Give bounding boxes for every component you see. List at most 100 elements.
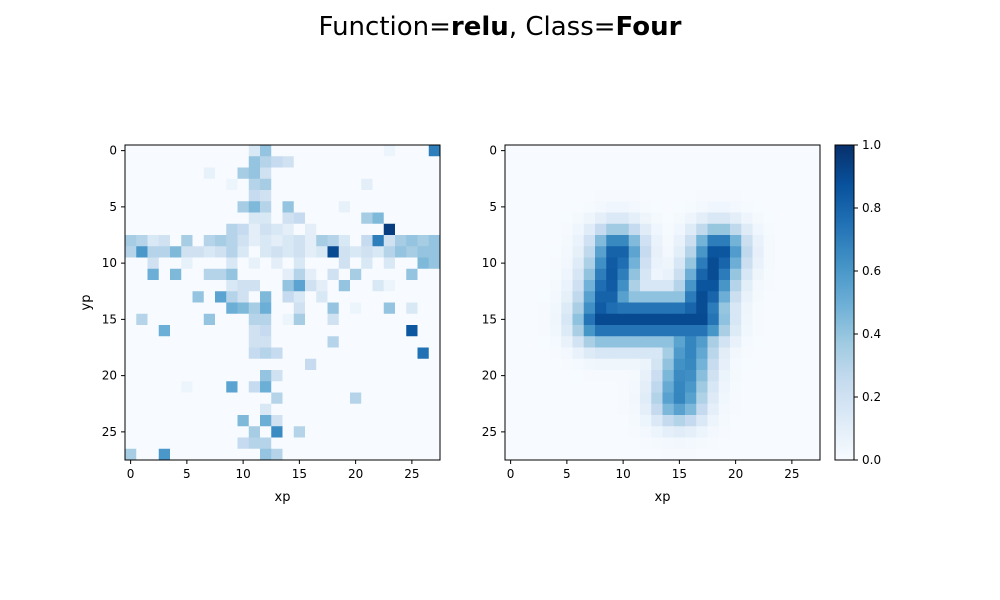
heatmap-right-cell (718, 325, 731, 337)
heatmap-right-cell (718, 302, 731, 315)
heatmap-right-cell (561, 280, 573, 292)
heatmap-right-cell (752, 291, 765, 303)
heatmap-left-cell (350, 347, 362, 360)
heatmap-left-cell (226, 156, 238, 168)
heatmap-left-cell (192, 223, 205, 236)
heatmap-right-ytick-label: 0 (489, 144, 497, 158)
heatmap-right-cell (595, 212, 607, 225)
heatmap-left-cell (338, 336, 351, 348)
heatmap-left-cell (316, 145, 328, 157)
heatmap-right-cell (673, 313, 686, 326)
heatmap-left-cell (372, 167, 385, 180)
heatmap-right-cell (595, 313, 607, 326)
heatmap-left-cells (125, 145, 441, 461)
heatmap-left-cell (350, 223, 362, 236)
heatmap-right-cell (550, 370, 562, 382)
heatmap-right-cell (572, 246, 585, 258)
heatmap-right-cell (673, 223, 686, 236)
heatmap-right-cell (628, 358, 641, 371)
heatmap-right-cell (662, 381, 675, 393)
heatmap-left-cell (170, 246, 182, 258)
heatmap-right-cell (662, 145, 675, 157)
heatmap-right-cell (752, 223, 765, 236)
heatmap-right-cell (662, 415, 675, 427)
heatmap-right-cell (673, 268, 686, 281)
heatmap-left-cell (181, 381, 193, 393)
heatmap-left-cell (361, 336, 373, 348)
heatmap-left-xtick-label: 0 (127, 467, 135, 481)
heatmap-left-cell (237, 358, 250, 371)
heatmap-left-cell (395, 370, 407, 382)
heatmap-left-cell (170, 403, 182, 416)
heatmap-right-cell (730, 235, 742, 247)
heatmap-left-cell (260, 403, 272, 416)
heatmap-left-cell (181, 280, 193, 292)
heatmap-left-cell (406, 381, 418, 393)
heatmap-left-cell (136, 291, 148, 303)
heatmap-left-cell (305, 145, 317, 157)
heatmap-right-cell (583, 246, 596, 258)
heatmap-right-cell (786, 415, 798, 427)
heatmap-right-cell (741, 403, 753, 416)
heatmap-right-cell (595, 201, 607, 213)
heatmap-right-cell (640, 325, 652, 337)
heatmap-right-cell (775, 437, 787, 450)
heatmap-right-cell (685, 291, 697, 303)
heatmap-left-cell (417, 201, 430, 213)
heatmap-right-cell (516, 370, 528, 382)
heatmap-left-cell (350, 145, 362, 157)
heatmap-left-cell (226, 145, 238, 157)
heatmap-left-cell (293, 235, 306, 247)
heatmap-left-cell (181, 313, 193, 326)
heatmap-left-cell (271, 415, 283, 427)
heatmap-right-cell (516, 156, 528, 168)
heatmap-left-cell (406, 212, 418, 225)
heatmap-left-cell (192, 325, 205, 337)
heatmap-right-cell (662, 280, 675, 292)
heatmap-right-cell (808, 302, 821, 315)
heatmap-left-cell (428, 167, 441, 180)
heatmap-left-cell (327, 313, 340, 326)
heatmap-right-cell (516, 201, 528, 213)
heatmap-right-cell (775, 257, 787, 270)
heatmap-right-cell (572, 358, 585, 371)
heatmap-left-cell (125, 291, 137, 303)
heatmap-right-cell (673, 257, 686, 270)
heatmap-left-cell (170, 167, 182, 180)
heatmap-right-cell (685, 156, 697, 168)
heatmap-right-cell (685, 246, 697, 258)
heatmap-right-cell (775, 223, 787, 236)
heatmap-right-cell (527, 313, 540, 326)
heatmap-right-cell (752, 358, 765, 371)
heatmap-left-cell (383, 415, 396, 427)
heatmap-right-cell (561, 325, 573, 337)
heatmap-left-cell (338, 235, 351, 247)
heatmap-left-cell (147, 358, 160, 371)
heatmap-left-cell (271, 235, 283, 247)
heatmap-right-cell (696, 358, 708, 371)
heatmap-right-cell (741, 167, 753, 180)
heatmap-left-cell (226, 381, 238, 393)
heatmap-left-cell (158, 257, 171, 270)
heatmap-left-cell (316, 291, 328, 303)
heatmap-right-cell (606, 201, 618, 213)
heatmap-left-cell (361, 280, 373, 292)
heatmap-right-cell (606, 415, 618, 427)
heatmap-right-cell (707, 156, 720, 168)
heatmap-right-cell (752, 392, 765, 405)
heatmap-right-cell (606, 325, 618, 337)
heatmap-right-cell (640, 336, 652, 348)
heatmap-right-cell (752, 381, 765, 393)
heatmap-right-cell (628, 190, 641, 202)
heatmap-right-cell (808, 437, 821, 450)
heatmap-left-cell (305, 336, 317, 348)
heatmap-right-cell (516, 291, 528, 303)
heatmap-left-cell (215, 381, 227, 393)
heatmap-left-cell (170, 415, 182, 427)
heatmap-right-cell (730, 437, 742, 450)
heatmap-right-cell (527, 257, 540, 270)
heatmap-right-cell (595, 302, 607, 315)
heatmap-right-cell (572, 448, 585, 461)
heatmap-left-cell (248, 178, 261, 191)
heatmap-right-cell (538, 347, 551, 360)
